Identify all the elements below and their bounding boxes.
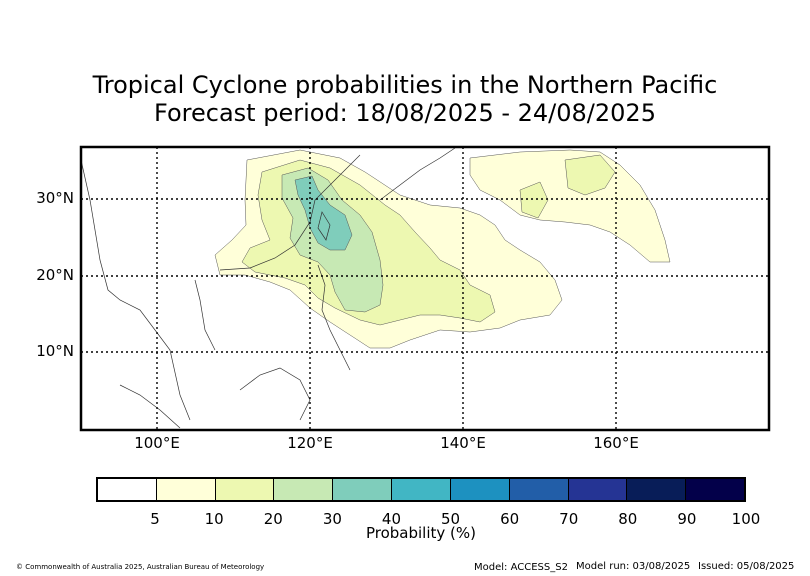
gridlines [81,147,769,430]
lon-label-120e: 120°E [287,434,333,452]
colorbar-swatch [156,479,216,500]
lon-label-140e: 140°E [440,434,486,452]
contour-10-percent-east [564,154,616,196]
colorbar-swatch [509,479,569,500]
colorbar-swatch [274,479,334,500]
colorbar-swatch [98,479,157,500]
lat-label-10n: 10°N [36,342,74,360]
colorbar-tick-label: 100 [731,510,761,528]
map-frame [79,145,771,432]
coastline-japan [379,147,456,201]
colorbar-swatch [686,479,744,500]
coastline-borneo [239,367,311,421]
colorbar-swatch [568,479,628,500]
colorbar-tick-label: 20 [263,510,283,528]
colorbar-swatch [333,479,393,500]
colorbar-tick-label: 5 [150,510,160,528]
model-run-date: Model run: 03/08/2025 [576,561,691,572]
coastline-indonesia [119,384,181,429]
contour-5-percent-east [469,149,671,263]
lon-label-160e: 160°E [593,434,639,452]
colorbar-tick-label: 40 [381,510,401,528]
coastline-taiwan [317,211,331,241]
colorbar-swatch [450,479,510,500]
colorbar-tick-label: 90 [677,510,697,528]
colorbar-label: Probability (%) [365,524,477,542]
colorbar-tick-label: 70 [559,510,579,528]
map-title: Tropical Cyclone probabilities in the No… [92,71,718,99]
copyright-notice: © Commonwealth of Australia 2025, Austra… [16,563,265,571]
contour-10-percent-small [519,181,549,219]
colorbar-tick-label: 50 [440,510,461,528]
issued-date: Issued: 05/08/2025 [698,561,795,572]
colorbar-swatch [627,479,687,500]
coastline-philippines [317,264,351,371]
colorbar-swatch [392,479,451,500]
forecast-period: Forecast period: 18/08/2025 - 24/08/2025 [154,99,656,127]
colorbar-swatch [215,479,275,500]
lat-label-30n: 30°N [36,189,74,207]
model-name: Model: ACCESS_S2 [474,562,568,573]
colorbar-tick-label: 30 [322,510,342,528]
colorbar-tick-label: 60 [500,510,520,528]
colorbar-tick-label: 10 [204,510,224,528]
contour-30-percent [294,175,353,251]
colorbar-tick-label: 80 [618,510,638,528]
probability-colorbar [96,477,746,502]
lat-label-20n: 20°N [36,266,74,284]
lon-label-100e: 100°E [134,434,180,452]
